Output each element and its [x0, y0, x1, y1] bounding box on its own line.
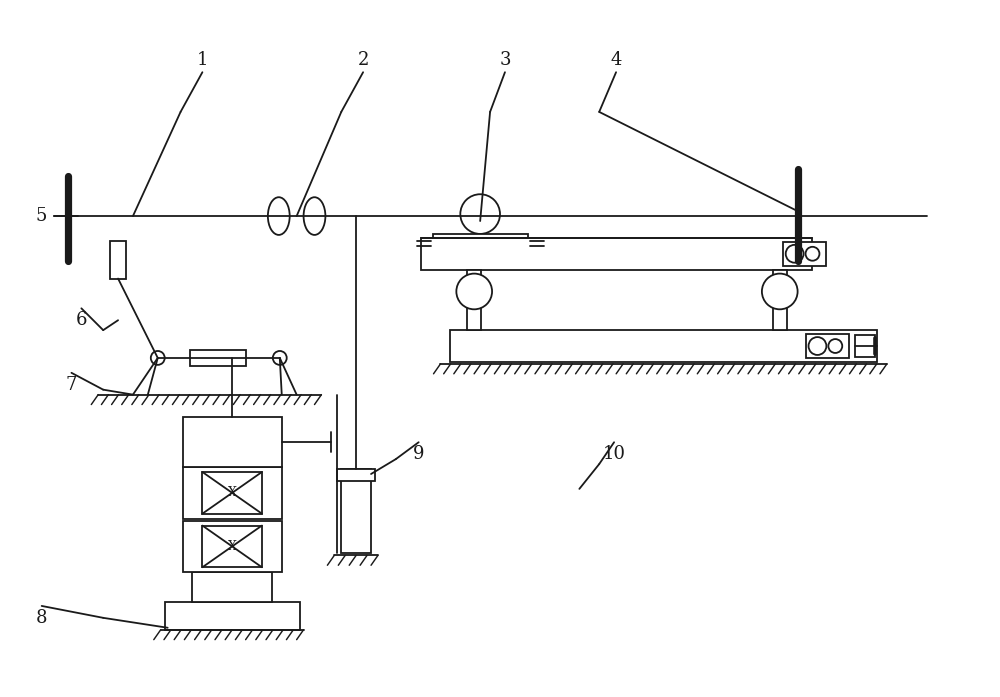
Bar: [110, 241, 126, 279]
Text: 4: 4: [610, 52, 622, 69]
Circle shape: [786, 245, 804, 263]
Bar: [165, 602, 300, 630]
Bar: [202, 472, 262, 514]
Bar: [433, 234, 528, 258]
Bar: [450, 330, 877, 362]
Circle shape: [151, 351, 165, 365]
Bar: [202, 526, 262, 567]
Text: 7: 7: [66, 376, 77, 394]
Bar: [773, 270, 787, 330]
Text: 9: 9: [413, 445, 424, 463]
Text: 1: 1: [197, 52, 208, 69]
Bar: [183, 467, 282, 519]
Bar: [183, 521, 282, 572]
Ellipse shape: [304, 197, 325, 235]
Text: 3: 3: [499, 52, 511, 69]
Bar: [341, 469, 371, 553]
Bar: [806, 334, 849, 358]
Circle shape: [460, 194, 500, 234]
Circle shape: [273, 351, 287, 365]
Circle shape: [806, 247, 819, 261]
Circle shape: [809, 337, 826, 355]
Bar: [467, 270, 481, 330]
Text: 2: 2: [357, 52, 369, 69]
Bar: [183, 418, 282, 467]
Text: X: X: [228, 540, 237, 553]
Bar: [783, 242, 826, 266]
Circle shape: [828, 339, 842, 353]
Bar: [421, 238, 812, 270]
Text: X: X: [228, 487, 237, 499]
Circle shape: [762, 274, 798, 309]
Circle shape: [456, 274, 492, 309]
Text: 8: 8: [36, 609, 47, 627]
Bar: [190, 350, 246, 366]
Ellipse shape: [268, 197, 290, 235]
Bar: [337, 469, 375, 481]
Text: 5: 5: [36, 207, 47, 225]
Bar: [192, 572, 272, 602]
Bar: [855, 335, 875, 357]
Text: 6: 6: [76, 312, 87, 329]
Text: 10: 10: [603, 445, 626, 463]
